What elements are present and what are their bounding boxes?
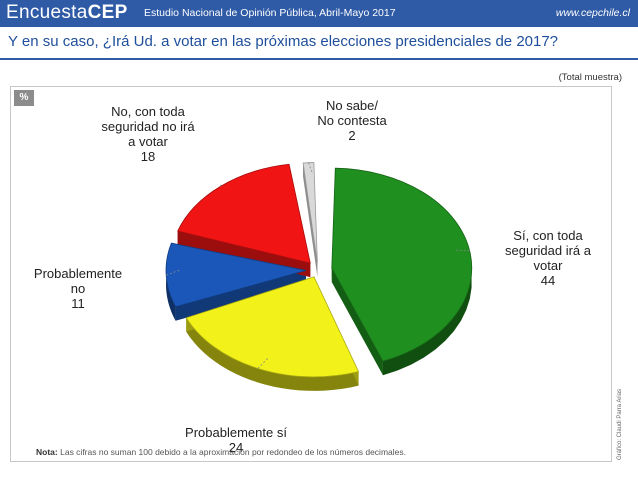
chart-panel: [10, 86, 612, 462]
brand-logo: EncuestaCEP: [6, 2, 128, 23]
slice-label-0: Sí, con toda seguridad irá a votar 44: [488, 228, 608, 288]
pie-slice-2: [165, 242, 307, 308]
slice-label-3: No, con toda seguridad no irá a votar 18: [88, 104, 208, 164]
slice-value-4: 2: [348, 128, 356, 143]
leader-line-3: [219, 182, 223, 187]
header-bar: EncuestaCEP Estudio Nacional de Opinión …: [0, 0, 638, 27]
sample-note: (Total muestra): [558, 72, 622, 83]
slice-value-2: 11: [71, 296, 85, 311]
slice-wall-4-0: [303, 163, 318, 277]
question-title: Y en su caso, ¿Irá Ud. a votar en las pr…: [8, 33, 559, 50]
slice-value-0: 44: [540, 273, 556, 288]
slice-value-3: 18: [140, 149, 156, 164]
chart-credit: Gráfico: Claudi Parra Arias: [617, 388, 623, 460]
slice-side-1: [186, 317, 359, 391]
study-title: Estudio Nacional de Opinión Pública, Abr…: [144, 7, 396, 19]
slice-label-2: Probablemente no 11: [18, 266, 138, 311]
slice-label-1: Probablemente sí 24: [176, 425, 296, 455]
slice-value-1: 24: [228, 440, 244, 455]
title-divider: [0, 58, 638, 60]
footnote: Nota: Las cifras no suman 100 debido a l…: [36, 447, 406, 457]
pie-slice-4: [302, 162, 318, 263]
unit-badge: %: [14, 90, 34, 106]
leader-line-4: [308, 162, 313, 173]
leader-line-1: [257, 357, 269, 369]
leader-line-2: [166, 269, 181, 276]
leader-line-0: [454, 249, 470, 252]
site-url[interactable]: www.cepchile.cl: [555, 7, 630, 19]
slice-label-4: No sabe/No contesta 2: [292, 98, 412, 143]
pie-slice-3: [177, 163, 311, 264]
slice-wall-2-0: [175, 270, 307, 321]
slice-wall-0-1: [331, 268, 383, 376]
